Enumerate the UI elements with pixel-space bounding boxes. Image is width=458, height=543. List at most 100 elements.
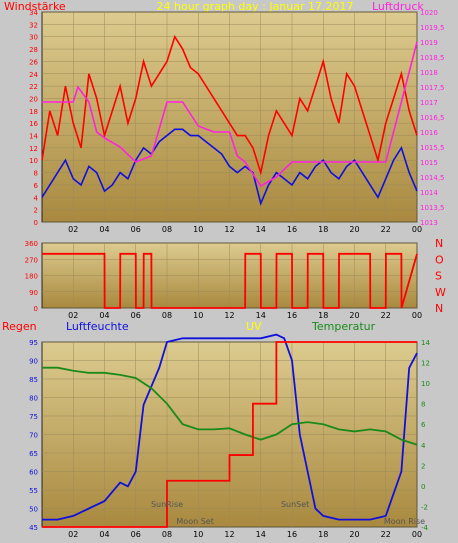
y-tick-label: 14 bbox=[29, 133, 38, 141]
y2-tick-label: 1017,5 bbox=[420, 84, 445, 92]
x-tick-label: 14 bbox=[256, 530, 266, 539]
annotation-label: Moon Rise bbox=[384, 517, 425, 526]
compass-label: O bbox=[435, 253, 444, 266]
y2-tick-label: 1015,5 bbox=[420, 144, 445, 152]
x-tick-label: 06 bbox=[131, 530, 141, 539]
y-tick-label: 70 bbox=[29, 432, 38, 440]
x-tick-label: 20 bbox=[349, 225, 359, 234]
rain-label: Regen bbox=[2, 320, 37, 333]
compass-label: N bbox=[435, 237, 443, 250]
uv-label: UV bbox=[246, 320, 262, 333]
x-tick-label: 12 bbox=[224, 530, 234, 539]
series-wind_direction bbox=[42, 252, 418, 309]
x-tick-label: 06 bbox=[131, 311, 141, 320]
x-tick-label: 22 bbox=[381, 311, 391, 320]
x-tick-label: 00 bbox=[412, 311, 422, 320]
x-tick-label: 02 bbox=[68, 225, 78, 234]
y-tick-label: 0 bbox=[34, 305, 38, 313]
y-tick-label: 20 bbox=[29, 95, 38, 103]
wind-speed-label: Windstärke bbox=[4, 0, 66, 13]
x-tick-label: 02 bbox=[68, 311, 78, 320]
y-tick-label: 90 bbox=[29, 358, 38, 366]
y2-tick-label: -4 bbox=[421, 524, 429, 532]
annotation-label: Moon Set bbox=[176, 517, 213, 526]
x-tick-label: 14 bbox=[256, 311, 266, 320]
annotation-label: SunSet bbox=[281, 500, 309, 509]
y2-tick-label: 10 bbox=[421, 380, 430, 388]
x-tick-label: 12 bbox=[224, 311, 234, 320]
y-tick-label: 30 bbox=[29, 34, 38, 42]
compass-label: S bbox=[435, 270, 442, 283]
chart-title: 24 hour graph day : Januar 17.2017 bbox=[157, 0, 354, 13]
y-tick-label: 16 bbox=[29, 120, 38, 128]
y-tick-label: 2 bbox=[34, 207, 38, 215]
x-tick-label: 04 bbox=[99, 530, 109, 539]
y2-tick-label: 1014,5 bbox=[420, 174, 445, 182]
y-tick-label: 28 bbox=[29, 46, 38, 54]
y-tick-label: 6 bbox=[34, 182, 39, 190]
y2-tick-label: 1017 bbox=[420, 99, 438, 107]
series-wind_gust bbox=[41, 34, 418, 176]
y2-tick-label: 1015 bbox=[420, 159, 438, 167]
y2-tick-label: 1014 bbox=[420, 189, 438, 197]
series-uv bbox=[42, 341, 417, 528]
y-tick-label: 32 bbox=[29, 21, 38, 29]
annotation-label: SunRise bbox=[151, 500, 183, 509]
y2-tick-label: 1016 bbox=[420, 129, 438, 137]
y2-tick-label: 1016,5 bbox=[420, 114, 445, 122]
compass-label: N bbox=[435, 302, 443, 315]
y2-tick-label: 14 bbox=[421, 339, 430, 347]
x-tick-label: 08 bbox=[162, 311, 172, 320]
x-tick-label: 18 bbox=[318, 225, 328, 234]
x-tick-label: 08 bbox=[162, 530, 172, 539]
y-tick-label: 12 bbox=[29, 145, 38, 153]
y2-tick-label: 1013,5 bbox=[420, 204, 445, 212]
y2-tick-label: 4 bbox=[421, 442, 426, 450]
y-tick-label: 26 bbox=[29, 58, 38, 66]
y-tick-label: 180 bbox=[25, 273, 38, 281]
y-tick-label: 60 bbox=[29, 469, 38, 477]
y2-tick-label: 12 bbox=[421, 360, 430, 368]
y-tick-label: 10 bbox=[29, 157, 38, 165]
y-tick-label: 90 bbox=[29, 289, 38, 297]
x-tick-label: 16 bbox=[287, 225, 297, 234]
temperature-label: Temperatur bbox=[311, 320, 376, 333]
y-tick-label: 18 bbox=[29, 108, 38, 116]
y-tick-label: 22 bbox=[29, 83, 38, 91]
y-tick-label: 85 bbox=[29, 376, 38, 384]
y2-tick-label: 1020 bbox=[420, 9, 438, 17]
y-tick-label: 80 bbox=[29, 395, 38, 403]
x-tick-label: 00 bbox=[412, 530, 422, 539]
series-temperature bbox=[42, 366, 418, 446]
y2-tick-label: 2 bbox=[421, 462, 425, 470]
x-tick-label: 02 bbox=[68, 530, 78, 539]
y-tick-label: 50 bbox=[29, 506, 38, 514]
x-tick-label: 10 bbox=[193, 225, 203, 234]
y2-tick-label: 1019,5 bbox=[420, 24, 445, 32]
y2-tick-label: 1019 bbox=[420, 39, 438, 47]
x-tick-label: 18 bbox=[318, 311, 328, 320]
x-tick-label: 10 bbox=[193, 530, 203, 539]
x-tick-label: 04 bbox=[99, 225, 109, 234]
compass-label: W bbox=[435, 286, 446, 299]
y2-tick-label: -2 bbox=[421, 503, 428, 511]
y2-tick-label: 1018,5 bbox=[420, 54, 445, 62]
x-tick-label: 18 bbox=[318, 530, 328, 539]
x-tick-label: 14 bbox=[256, 225, 266, 234]
y2-tick-label: 0 bbox=[421, 483, 425, 491]
y-tick-label: 0 bbox=[34, 219, 38, 227]
x-tick-label: 20 bbox=[349, 530, 359, 539]
x-tick-label: 16 bbox=[287, 311, 297, 320]
x-tick-label: 00 bbox=[412, 225, 422, 234]
x-tick-label: 08 bbox=[162, 225, 172, 234]
y-tick-label: 270 bbox=[25, 256, 38, 264]
y-tick-label: 4 bbox=[34, 194, 39, 202]
y-tick-label: 95 bbox=[29, 339, 38, 347]
series-humidity bbox=[42, 333, 418, 521]
y-tick-label: 8 bbox=[34, 170, 38, 178]
x-tick-label: 10 bbox=[193, 311, 203, 320]
x-tick-label: 04 bbox=[99, 311, 109, 320]
x-tick-label: 22 bbox=[381, 530, 391, 539]
